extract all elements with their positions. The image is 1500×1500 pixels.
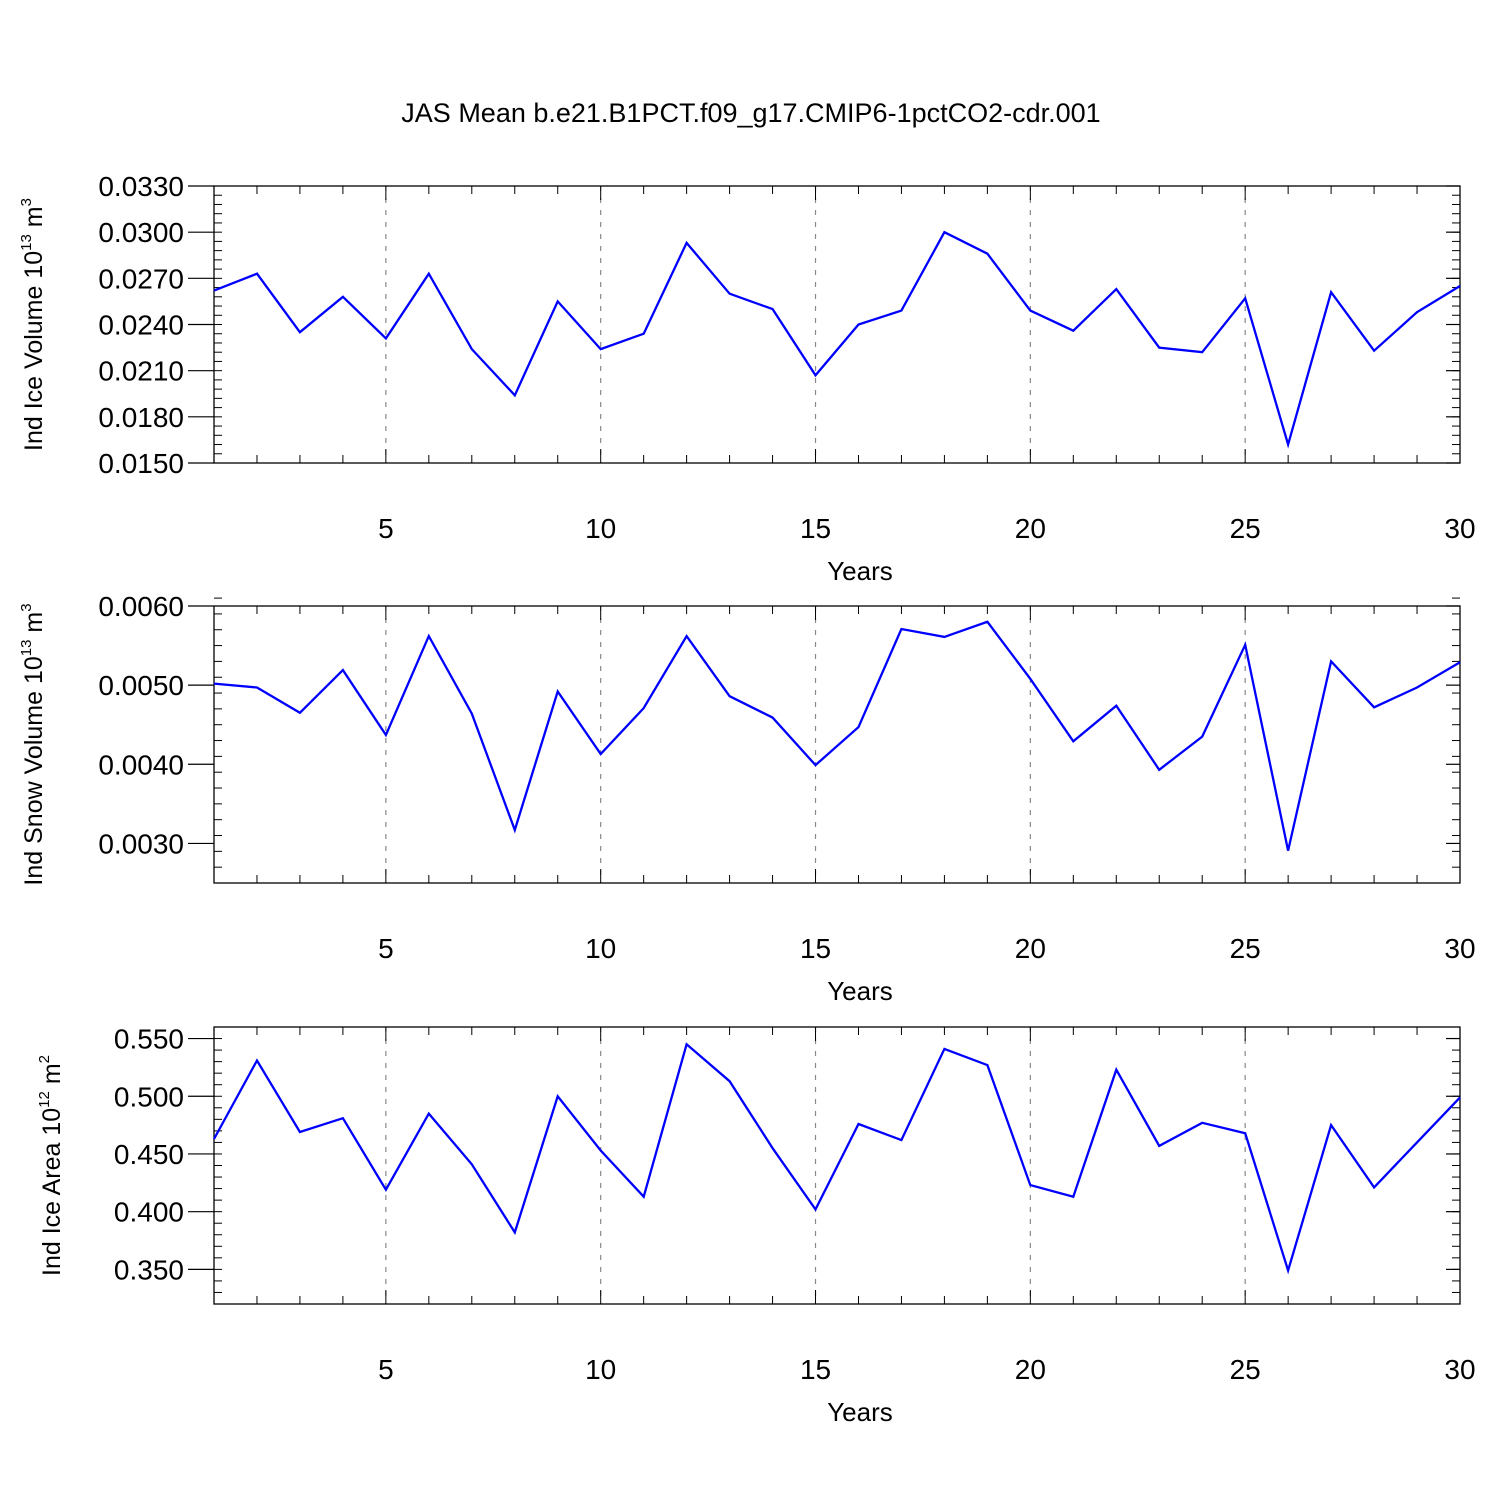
x-tick-label: 15 bbox=[800, 933, 831, 964]
plot-frame bbox=[213, 185, 1461, 464]
y-tick-label: 0.0240 bbox=[98, 310, 184, 341]
x-tick-label: 5 bbox=[378, 933, 394, 964]
x-tick-label: 5 bbox=[378, 513, 394, 544]
y-tick-label: 0.550 bbox=[114, 1024, 184, 1055]
chart-panel-3: 0.350 0.400 0.450 0.500 0.550 5 10 15 20 25 30 Year… bbox=[36, 1024, 1476, 1427]
y-axis-label-text: Ind Ice Volume 10 bbox=[20, 251, 48, 451]
x-tick-label: 15 bbox=[800, 513, 831, 544]
chart-panel-1: 0.0150 0.0180 0.0210 0.0240 0.0270 0.0300 0.03… bbox=[18, 171, 1476, 586]
x-tick-label: 5 bbox=[378, 1354, 394, 1385]
plot-frame bbox=[213, 605, 1461, 884]
x-tick-label: 10 bbox=[585, 1354, 616, 1385]
x-tick-label: 30 bbox=[1444, 1354, 1475, 1385]
y-tick-label: 0.450 bbox=[114, 1139, 184, 1170]
y-tick-label: 0.0300 bbox=[98, 217, 184, 248]
y-axis-label-unit-exponent: 3 bbox=[18, 603, 35, 611]
y-axis-label-text: Ind Snow Volume 10 bbox=[20, 656, 48, 885]
y-axis-label-exponent: 12 bbox=[36, 1091, 53, 1108]
plot-frame bbox=[213, 1026, 1461, 1305]
x-axis-label: Years bbox=[827, 1397, 893, 1427]
series-line-ind-snow-volume bbox=[213, 620, 1461, 851]
chart-title: JAS Mean b.e21.B1PCT.f09_g17.CMIP6-1pctC… bbox=[401, 98, 1100, 128]
y-tick-label: 0.0270 bbox=[98, 263, 184, 294]
x-tick-label: 30 bbox=[1444, 513, 1475, 544]
x-tick-label: 20 bbox=[1015, 933, 1046, 964]
y-tick-label: 0.0210 bbox=[98, 356, 184, 387]
x-tick-label: 20 bbox=[1015, 513, 1046, 544]
y-tick-label: 0.0030 bbox=[98, 828, 184, 859]
series-line-ind-ice-area bbox=[212, 1042, 1461, 1275]
y-axis-label: Ind Ice Area 1012 m2 bbox=[36, 1055, 66, 1276]
y-axis-label-unit-exponent: 2 bbox=[36, 1055, 53, 1063]
chart-panel-2: 0.0030 0.0040 0.0050 0.0060 5 10 15 20 25 30 Years… bbox=[18, 591, 1476, 1006]
y-tick-label: 0.0060 bbox=[98, 591, 184, 622]
x-axis-label: Years bbox=[827, 976, 893, 1006]
y-axis-label-exponent: 13 bbox=[18, 234, 35, 251]
y-tick-label: 0.350 bbox=[114, 1254, 184, 1285]
x-tick-label: 10 bbox=[585, 933, 616, 964]
x-tick-label: 20 bbox=[1015, 1354, 1046, 1385]
x-tick-label: 25 bbox=[1230, 1354, 1261, 1385]
y-axis-label: Ind Snow Volume 1013 m3 bbox=[18, 603, 48, 885]
y-axis-label-unit-exponent: 3 bbox=[18, 198, 35, 206]
y-tick-label: 0.0150 bbox=[98, 448, 184, 479]
y-tick-label: 0.0040 bbox=[98, 749, 184, 780]
y-axis-label: Ind Ice Volume 1013 m3 bbox=[18, 198, 48, 451]
y-axis-label-text: Ind Ice Area 10 bbox=[38, 1108, 66, 1276]
y-tick-label: 0.0180 bbox=[98, 402, 184, 433]
x-tick-label: 15 bbox=[800, 1354, 831, 1385]
y-axis-label-unit: m bbox=[20, 612, 48, 640]
y-axis-label-unit: m bbox=[20, 206, 48, 234]
series-line-ind-ice-volume bbox=[213, 230, 1461, 449]
x-tick-label: 25 bbox=[1230, 933, 1261, 964]
y-tick-label: 0.0330 bbox=[98, 171, 184, 202]
y-axis-label-unit: m bbox=[38, 1063, 66, 1091]
y-tick-label: 0.500 bbox=[114, 1081, 184, 1112]
x-tick-label: 30 bbox=[1444, 933, 1475, 964]
x-tick-label: 25 bbox=[1230, 513, 1261, 544]
x-tick-label: 10 bbox=[585, 513, 616, 544]
y-axis-label-exponent: 13 bbox=[18, 640, 35, 657]
panels: 0.0150 0.0180 0.0210 0.0240 0.0270 0.0300 0.03… bbox=[18, 171, 1476, 1427]
x-axis-label: Years bbox=[827, 556, 893, 586]
y-tick-label: 0.0050 bbox=[98, 670, 184, 701]
y-tick-label: 0.400 bbox=[114, 1197, 184, 1228]
